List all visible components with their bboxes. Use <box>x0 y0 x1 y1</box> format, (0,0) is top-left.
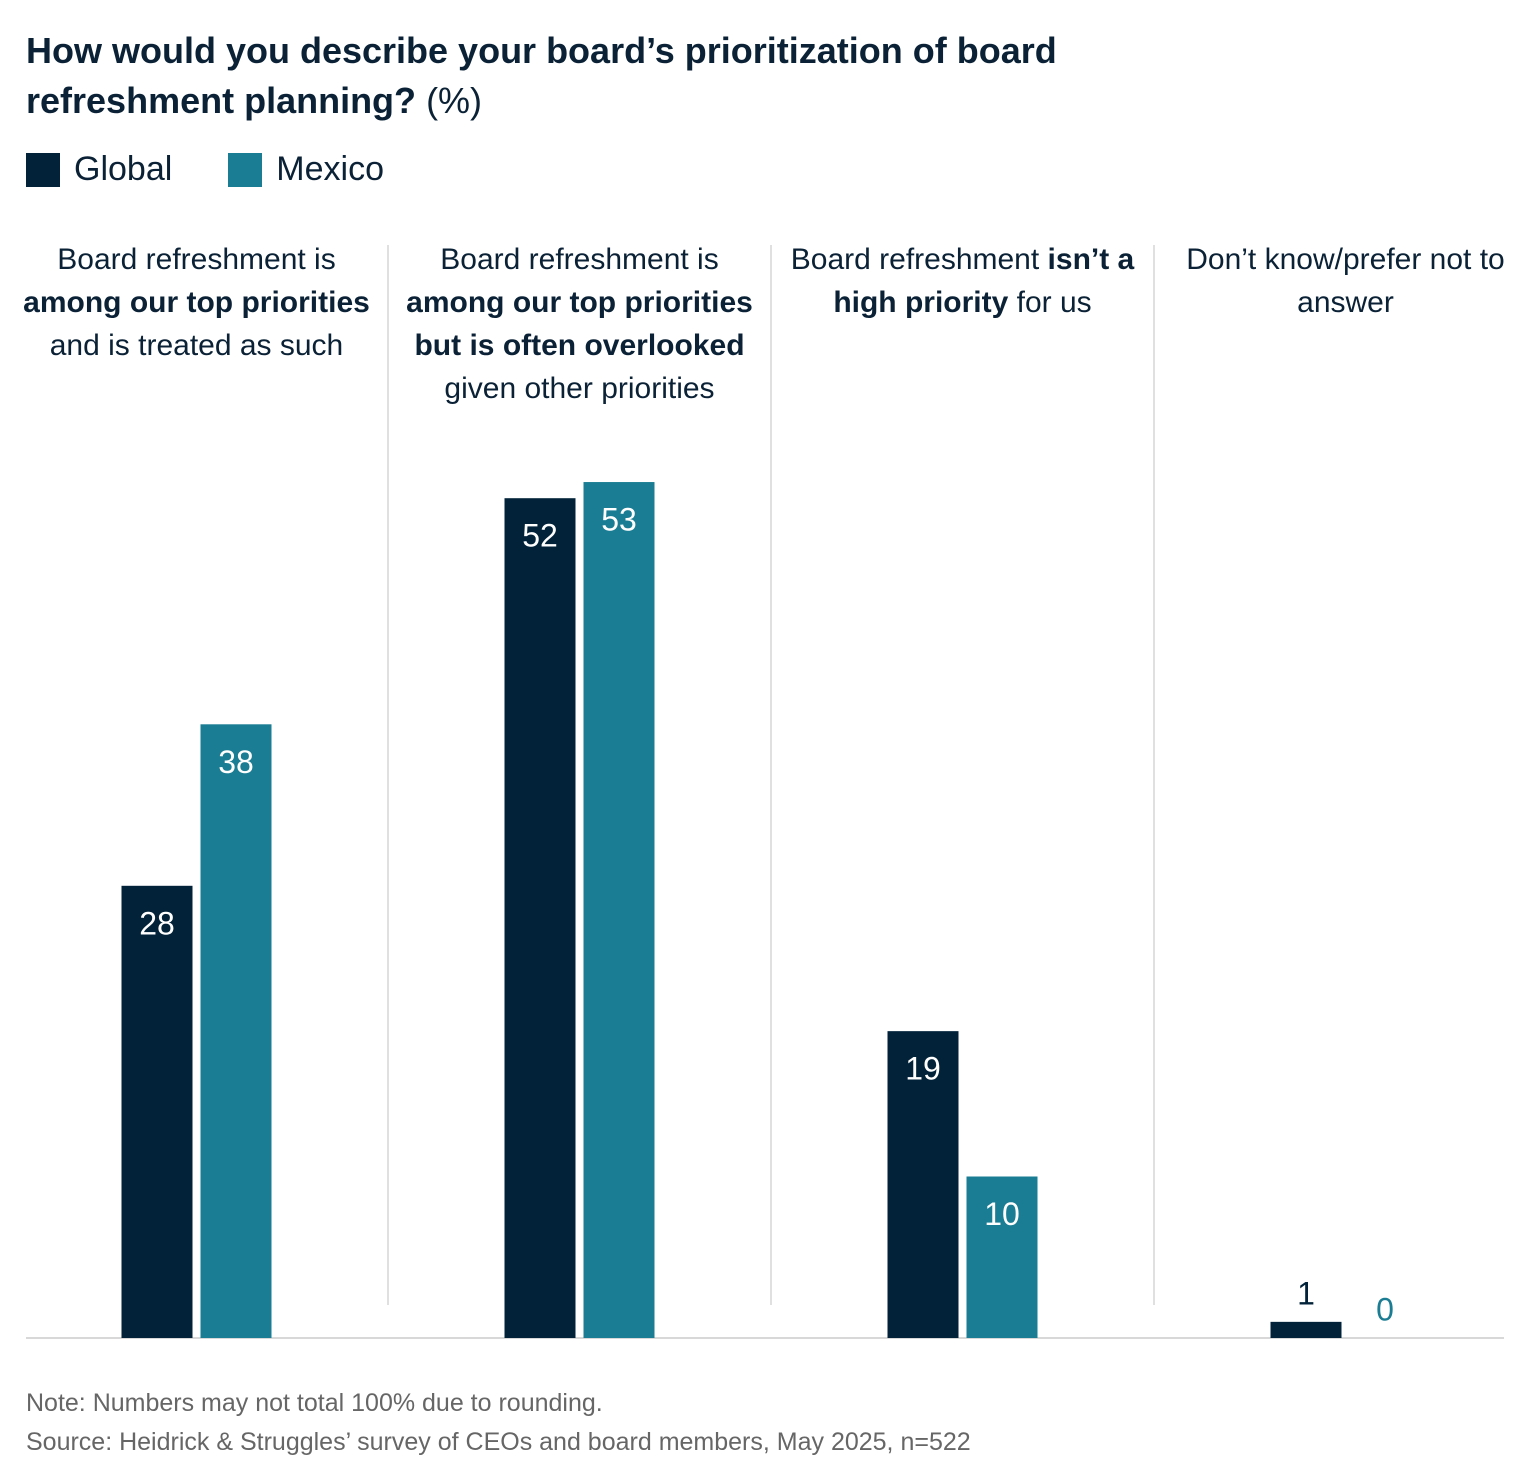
title-text: How would you describe your board’s prio… <box>26 30 1057 121</box>
bar <box>966 1176 1038 1338</box>
category-label-part: isn’t a high priority <box>833 243 1135 319</box>
value-label: 0 <box>1376 1291 1394 1327</box>
bar <box>583 482 655 1338</box>
bar <box>1270 1321 1342 1338</box>
value-label: 38 <box>218 744 254 780</box>
legend-swatch <box>26 152 60 187</box>
category-label: Board refreshment is among our top prior… <box>406 238 753 410</box>
bar <box>121 885 193 1338</box>
legend-label: Mexico <box>276 150 384 188</box>
category-label: Don’t know/prefer not to answer <box>1172 238 1519 324</box>
category-label-part: among our top priorities <box>23 286 370 319</box>
legend-label: Global <box>74 150 173 188</box>
category-label: Board refreshment is among our top prior… <box>23 238 370 367</box>
chart-title: How would you describe your board’s prio… <box>26 26 1146 126</box>
legend-item: Mexico <box>228 150 384 189</box>
category-label-part: Board refreshment <box>790 243 1048 276</box>
category-label-part: Board refreshment is <box>57 243 336 276</box>
value-label: 53 <box>601 502 637 538</box>
value-label: 19 <box>905 1051 941 1087</box>
title-unit: (%) <box>426 80 483 121</box>
category-label-part: for us <box>1008 286 1092 319</box>
legend-swatch <box>228 152 263 187</box>
note: Note: Numbers may not total 100% due to … <box>26 1389 603 1417</box>
value-label: 10 <box>984 1196 1020 1232</box>
category-label-part: given other priorities <box>444 372 715 405</box>
value-label: 28 <box>139 905 175 941</box>
bar <box>504 498 576 1338</box>
value-label: 52 <box>522 518 558 554</box>
category-label-part: Don’t know/prefer not to answer <box>1186 243 1505 319</box>
category-label-part: and is treated as such <box>49 329 344 362</box>
bar <box>200 724 272 1338</box>
source: Source: Heidrick & Struggles’ survey of … <box>26 1428 971 1456</box>
bar <box>887 1031 959 1338</box>
category-label-part: among our top priorities but is often ov… <box>406 286 753 362</box>
category-label: Board refreshment isn’t a high priority … <box>789 238 1136 324</box>
legend-item: Global <box>26 150 172 189</box>
value-label: 1 <box>1297 1275 1315 1311</box>
legend: Global Mexico <box>26 150 440 189</box>
category-label-part: Board refreshment is <box>440 243 719 276</box>
